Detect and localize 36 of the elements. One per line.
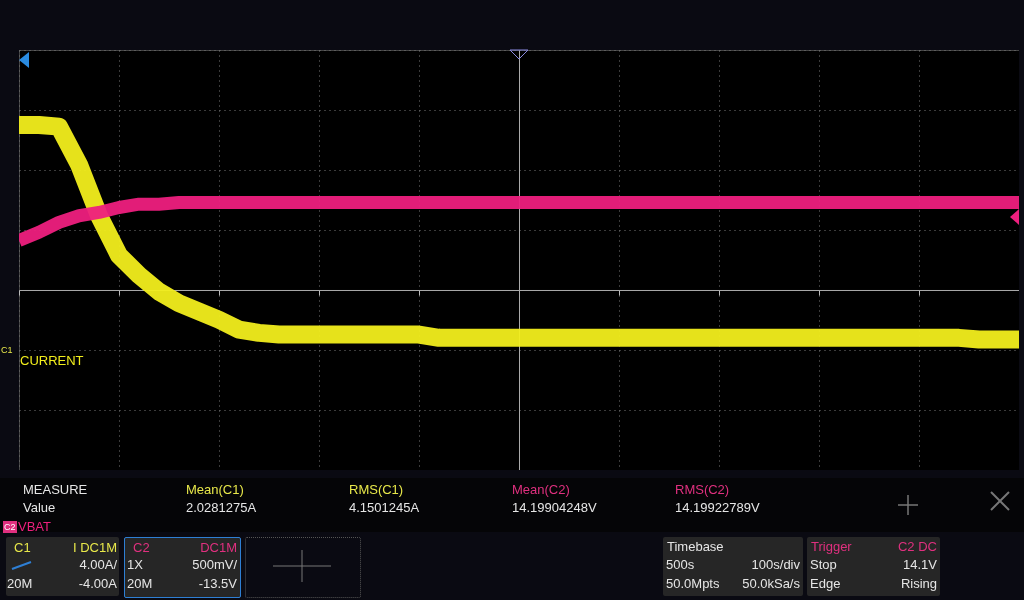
text: 20M (127, 576, 153, 592)
text: 14.19904248V (512, 500, 597, 516)
text: Stop (810, 557, 837, 573)
text: 500mV/ (192, 557, 237, 573)
text: Mean(C2) (512, 482, 570, 498)
text: 500s (666, 557, 695, 573)
text: Rising (900, 576, 937, 592)
text: 20M (7, 576, 33, 592)
text: 14.19922789V (675, 500, 760, 516)
text: 50.0kSa/s (742, 576, 800, 592)
text: C2 (133, 540, 150, 556)
text: 2.0281275A (186, 500, 257, 516)
text: -13.5V (198, 576, 237, 592)
text: 4.00A/ (79, 557, 117, 573)
text: C2 DC (897, 539, 937, 555)
text: C1 (1, 344, 13, 356)
text: RMS(C1) (349, 482, 404, 498)
text: VBAT (18, 519, 51, 535)
text: 100s/div (751, 557, 800, 573)
text: C2 (3, 521, 17, 533)
text: Edge (810, 576, 841, 592)
text: Timebase (667, 539, 724, 555)
text: RMS(C2) (675, 482, 730, 498)
text: Value (23, 500, 56, 516)
text: CURRENT (20, 353, 84, 369)
text: DC1M (200, 540, 237, 556)
text: 14.1V (903, 557, 937, 573)
text: -4.00A (78, 576, 117, 592)
text: 1X (127, 557, 143, 573)
text: Trigger (811, 539, 852, 555)
text: I DC1M (72, 540, 117, 556)
text: 50.0Mpts (666, 576, 720, 592)
text: Mean(C1) (186, 482, 244, 498)
text: C1 (14, 540, 31, 556)
text: MEASURE (23, 482, 88, 498)
text: 4.1501245A (349, 500, 420, 516)
